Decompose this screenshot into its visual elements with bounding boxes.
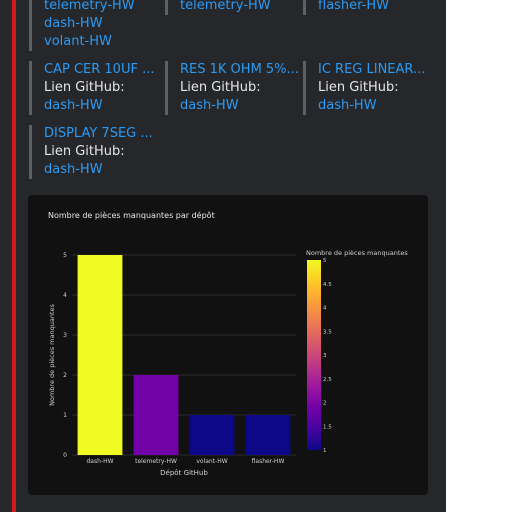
y-tick-label: 2	[63, 372, 67, 379]
github-link[interactable]: dash-HW	[44, 98, 103, 113]
colorbar-tick-label: 2.5	[323, 377, 332, 383]
github-link[interactable]: dash-HW	[180, 98, 239, 113]
bar	[133, 375, 179, 455]
y-tick-label: 3	[63, 332, 67, 339]
x-axis-title: Dépôt GitHub	[160, 469, 208, 477]
red-rail	[12, 0, 16, 512]
colorbar-title: Nombre de pièces manquantes	[306, 249, 408, 257]
bar-chart: 0 1 2 3 4 5 dash-HW telemetry-HW volant-HW flashe…	[48, 249, 408, 477]
github-label: Lien GitHub:	[318, 80, 399, 95]
github-link[interactable]: dash-HW	[44, 16, 103, 31]
bar	[189, 415, 235, 455]
github-link[interactable]: volant-HW	[44, 34, 112, 49]
component-card: CAP CER 10UF ... Lien GitHub: dash-HW	[29, 61, 172, 115]
colorbar-tick-label: 2	[323, 401, 327, 407]
component-title[interactable]: CAP CER 10UF ...	[44, 62, 155, 77]
github-link[interactable]: telemetry-HW	[44, 0, 135, 13]
github-link[interactable]: telemetry-HW	[180, 0, 271, 13]
y-axis-title: Nombre de pièces manquantes	[48, 304, 56, 406]
bar	[245, 415, 291, 455]
y-tick-label: 4	[63, 292, 67, 299]
github-link[interactable]: flasher-HW	[318, 0, 389, 13]
component-title[interactable]: IC REG LINEAR...	[318, 62, 426, 77]
colorbar	[307, 260, 321, 450]
component-card: flasher-HW	[303, 0, 446, 15]
colorbar-tick-label: 1	[323, 448, 327, 454]
component-card: telemetry-HW	[165, 0, 308, 15]
bar	[77, 255, 123, 455]
x-tick-label: dash-HW	[86, 458, 113, 465]
y-tick-label: 5	[63, 252, 67, 259]
github-label: Lien GitHub:	[44, 80, 125, 95]
y-tick-label: 0	[63, 452, 67, 459]
component-card: IC REG LINEAR... Lien GitHub: dash-HW	[303, 61, 446, 115]
github-label: Lien GitHub:	[180, 80, 261, 95]
x-tick-label: volant-HW	[196, 458, 227, 465]
app-panel: telemetry-HW dash-HW volant-HW telemetry…	[0, 0, 446, 512]
component-title[interactable]: DISPLAY 7SEG ...	[44, 126, 153, 141]
chart-title: Nombre de pièces manquantes par dépôt	[48, 211, 215, 220]
colorbar-tick-label: 1.5	[323, 424, 332, 430]
colorbar-tick-label: 5	[323, 258, 327, 264]
component-card: telemetry-HW dash-HW volant-HW	[29, 0, 172, 51]
colorbar-tick-label: 3.5	[323, 329, 332, 335]
x-tick-label: flasher-HW	[252, 458, 285, 465]
x-tick-label: telemetry-HW	[135, 458, 177, 465]
github-link[interactable]: dash-HW	[318, 98, 377, 113]
colorbar-tick-label: 4.5	[323, 282, 332, 288]
y-tick-label: 1	[63, 412, 67, 419]
component-card: RES 1K OHM 5%... Lien GitHub: dash-HW	[165, 61, 308, 115]
colorbar-tick-label: 3	[323, 353, 327, 359]
colorbar-tick-label: 4	[323, 306, 327, 312]
chart-card: Nombre de pièces manquantes par dépôt 0 1…	[28, 195, 428, 495]
component-title[interactable]: RES 1K OHM 5%...	[180, 62, 299, 77]
github-link[interactable]: dash-HW	[44, 162, 103, 177]
github-label: Lien GitHub:	[44, 144, 125, 159]
component-card: DISPLAY 7SEG ... Lien GitHub: dash-HW	[29, 125, 172, 179]
